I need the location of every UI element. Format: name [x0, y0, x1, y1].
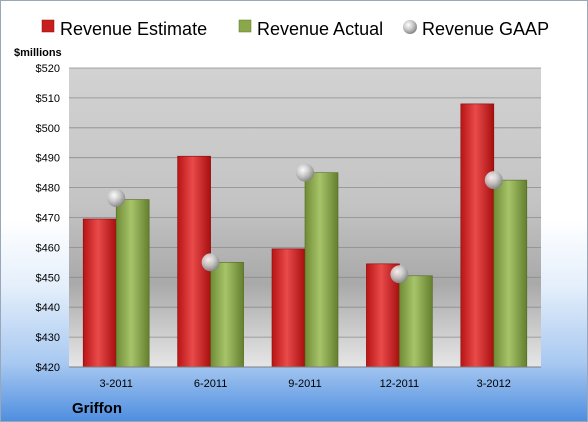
y-tick-label: $440 [36, 302, 60, 314]
actual-bar [304, 172, 339, 368]
legend-item-revenue-actual: Revenue Actual [238, 19, 383, 39]
x-tick-label: 3-2012 [477, 378, 511, 390]
y-tick-label: $490 [36, 153, 60, 165]
estimate-bar [460, 103, 495, 368]
y-tick-label: $420 [36, 362, 60, 374]
y-tick-label: $520 [36, 63, 60, 75]
y-tick-label: $500 [36, 123, 60, 135]
legend-swatch-green [238, 19, 252, 33]
actual-bar [399, 275, 433, 368]
actual-bar [210, 262, 244, 368]
y-tick-label: $510 [36, 93, 60, 105]
y-tick-label: $450 [36, 272, 60, 284]
y-axis-ticks: $420 $430 $440 $450 $460 $470 $480 $490 $500 $510… [36, 63, 60, 374]
legend-label-gaap: Revenue GAAP [422, 19, 549, 39]
bars [82, 103, 528, 368]
y-tick-label: $460 [36, 242, 60, 254]
estimate-bar [271, 248, 306, 368]
actual-bar [493, 179, 528, 368]
x-tick-label: 3-2011 [99, 378, 132, 390]
x-axis-ticks: 3-2011 6-2011 9-2011 12-2011 3-2012 [99, 378, 510, 390]
x-tick-label: 6-2011 [194, 378, 227, 390]
y-tick-label: $470 [36, 213, 60, 225]
legend-swatch-gray [403, 20, 417, 34]
y-tick-label: $480 [36, 183, 60, 195]
gaap-marker [390, 265, 409, 284]
legend-item-revenue-gaap: Revenue GAAP [403, 19, 549, 39]
estimate-bar [82, 218, 117, 368]
legend-label-actual: Revenue Actual [257, 19, 383, 39]
company-label: Griffon [72, 400, 122, 417]
gaap-marker [201, 253, 220, 272]
legend-swatch-red [41, 19, 55, 33]
gaap-marker [484, 171, 503, 190]
actual-bar [115, 199, 150, 368]
gaap-markers [107, 163, 503, 284]
gaap-marker [296, 163, 314, 182]
y-tick-label: $430 [36, 332, 60, 344]
x-tick-label: 9-2011 [288, 378, 321, 390]
legend-item-revenue-estimate: Revenue Estimate [41, 19, 207, 39]
legend: Revenue Estimate Revenue Actual Revenue … [41, 19, 549, 39]
gaap-marker [107, 189, 126, 208]
unit-label: $millions [14, 47, 62, 59]
legend-label-estimate: Revenue Estimate [60, 19, 207, 39]
x-tick-label: 12-2011 [380, 378, 420, 390]
